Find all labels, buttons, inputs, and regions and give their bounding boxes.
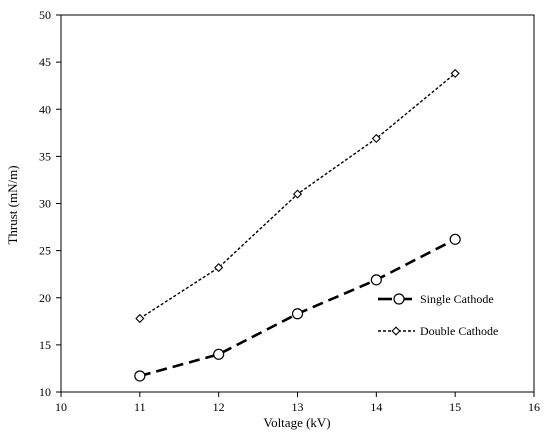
- series-single-cathode: [134, 233, 461, 382]
- data-point: [213, 348, 225, 360]
- x-tick-label: 10: [55, 400, 67, 414]
- legend-marker: [393, 293, 405, 305]
- y-tick-label: 25: [39, 244, 51, 258]
- x-tick-label: 12: [213, 400, 225, 414]
- x-tick-label: 13: [292, 400, 304, 414]
- data-point: [370, 274, 382, 286]
- data-point: [134, 370, 146, 382]
- legend-label: Single Cathode: [420, 292, 494, 306]
- y-tick-label: 30: [39, 197, 51, 211]
- data-point: [371, 133, 381, 144]
- data-point: [135, 313, 145, 324]
- series-double-cathode: [135, 68, 460, 324]
- legend-label: Double Cathode: [420, 324, 498, 338]
- data-point: [292, 189, 303, 199]
- y-tick-label: 10: [39, 385, 51, 399]
- x-axis-label: Voltage (kV): [263, 415, 330, 430]
- legend-entry: Double Cathode: [378, 324, 498, 338]
- y-tick-label: 45: [39, 55, 51, 69]
- data-point: [291, 308, 304, 320]
- y-tick-label: 15: [39, 338, 51, 352]
- y-tick-label: 20: [39, 291, 51, 305]
- axes-layer: 10 11 12 13 14 15 16 10 15 20 25 30 35 40 45 50: [39, 8, 540, 414]
- x-tick-label: 14: [370, 400, 382, 414]
- series-line: [139, 238, 456, 378]
- y-tick-label: 50: [39, 8, 51, 22]
- x-tick-label: 15: [449, 400, 461, 414]
- y-axis-label: Thrust (mN/m): [5, 165, 20, 244]
- x-tick-label: 16: [528, 400, 540, 414]
- legend-entry: Single Cathode: [378, 292, 494, 306]
- data-point: [450, 68, 460, 79]
- y-tick-label: 35: [39, 149, 51, 163]
- x-tick-label: 11: [134, 400, 146, 414]
- series-layer: [134, 68, 461, 382]
- legend-marker: [391, 326, 401, 336]
- y-tick-label: 40: [39, 102, 51, 116]
- legend: Single Cathode Double Cathode: [378, 292, 498, 338]
- data-point: [449, 233, 461, 245]
- data-point: [214, 263, 224, 273]
